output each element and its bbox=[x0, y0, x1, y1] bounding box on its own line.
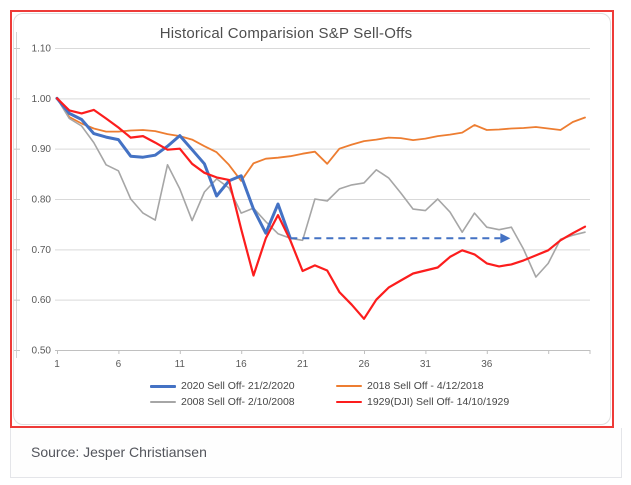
legend-line-marker bbox=[336, 401, 362, 403]
chart-legend: 2020 Sell Off- 21/2/2020 2018 Sell Off - … bbox=[14, 380, 610, 408]
source-text: Source: Jesper Christiansen bbox=[31, 444, 207, 460]
legend-line-marker bbox=[150, 401, 176, 403]
legend-label: 2020 Sell Off- 21/2/2020 bbox=[181, 380, 295, 392]
y-tick-label: 1.00 bbox=[32, 94, 52, 105]
y-tick-label: 0.90 bbox=[32, 144, 52, 155]
series-line-2018 bbox=[56, 97, 586, 182]
x-tick-label: 6 bbox=[116, 359, 122, 370]
x-tick-label: 16 bbox=[236, 359, 248, 370]
x-tick-label: 36 bbox=[481, 359, 493, 370]
legend-row: 2020 Sell Off- 21/2/2020 2018 Sell Off - … bbox=[150, 380, 522, 392]
series-line-1929(dji) bbox=[55, 97, 587, 320]
x-tick-label: 1 bbox=[54, 359, 60, 370]
legend-line-marker bbox=[336, 385, 362, 387]
legend-line-marker bbox=[150, 384, 176, 388]
chart-title: Historical Comparision S&P Sell-Offs bbox=[159, 25, 413, 42]
chart-frame: Historical Comparision S&P Sell-Offs 1.1… bbox=[10, 10, 614, 428]
x-tick-label: 31 bbox=[420, 359, 432, 370]
y-tick-label: 0.80 bbox=[32, 195, 52, 206]
legend-item: 2020 Sell Off- 21/2/2020 bbox=[150, 380, 336, 392]
source-bar: Source: Jesper Christiansen bbox=[10, 428, 622, 478]
legend-item: 2008 Sell Off- 2/10/2008 bbox=[150, 396, 336, 408]
projection-arrow-head bbox=[500, 233, 511, 244]
legend-item: 2018 Sell Off - 4/12/2018 bbox=[336, 380, 522, 392]
y-tick-label: 0.70 bbox=[32, 245, 52, 256]
x-tick-label: 21 bbox=[297, 359, 309, 370]
x-tick-label: 26 bbox=[358, 359, 370, 370]
y-tick-label: 1.10 bbox=[32, 44, 52, 55]
legend-item: 1929(DJI) Sell Off- 14/10/1929 bbox=[336, 396, 522, 408]
y-tick-label: 0.50 bbox=[32, 346, 52, 357]
legend-label: 2018 Sell Off - 4/12/2018 bbox=[367, 380, 484, 392]
chart-card: Historical Comparision S&P Sell-Offs 1.1… bbox=[13, 13, 611, 425]
chart-canvas: 1.101.000.900.800.700.600.501 6 11 16 21 26 31… bbox=[14, 32, 591, 370]
series-line-2020 bbox=[55, 96, 292, 240]
legend-label: 2008 Sell Off- 2/10/2008 bbox=[181, 396, 295, 408]
series-line-2008 bbox=[56, 97, 586, 278]
x-tick-label: 11 bbox=[175, 359, 186, 370]
legend-row: 2008 Sell Off- 2/10/2008 1929(DJI) Sell O… bbox=[150, 396, 522, 408]
y-tick-label: 0.60 bbox=[32, 295, 52, 306]
legend-label: 1929(DJI) Sell Off- 14/10/1929 bbox=[367, 396, 510, 408]
